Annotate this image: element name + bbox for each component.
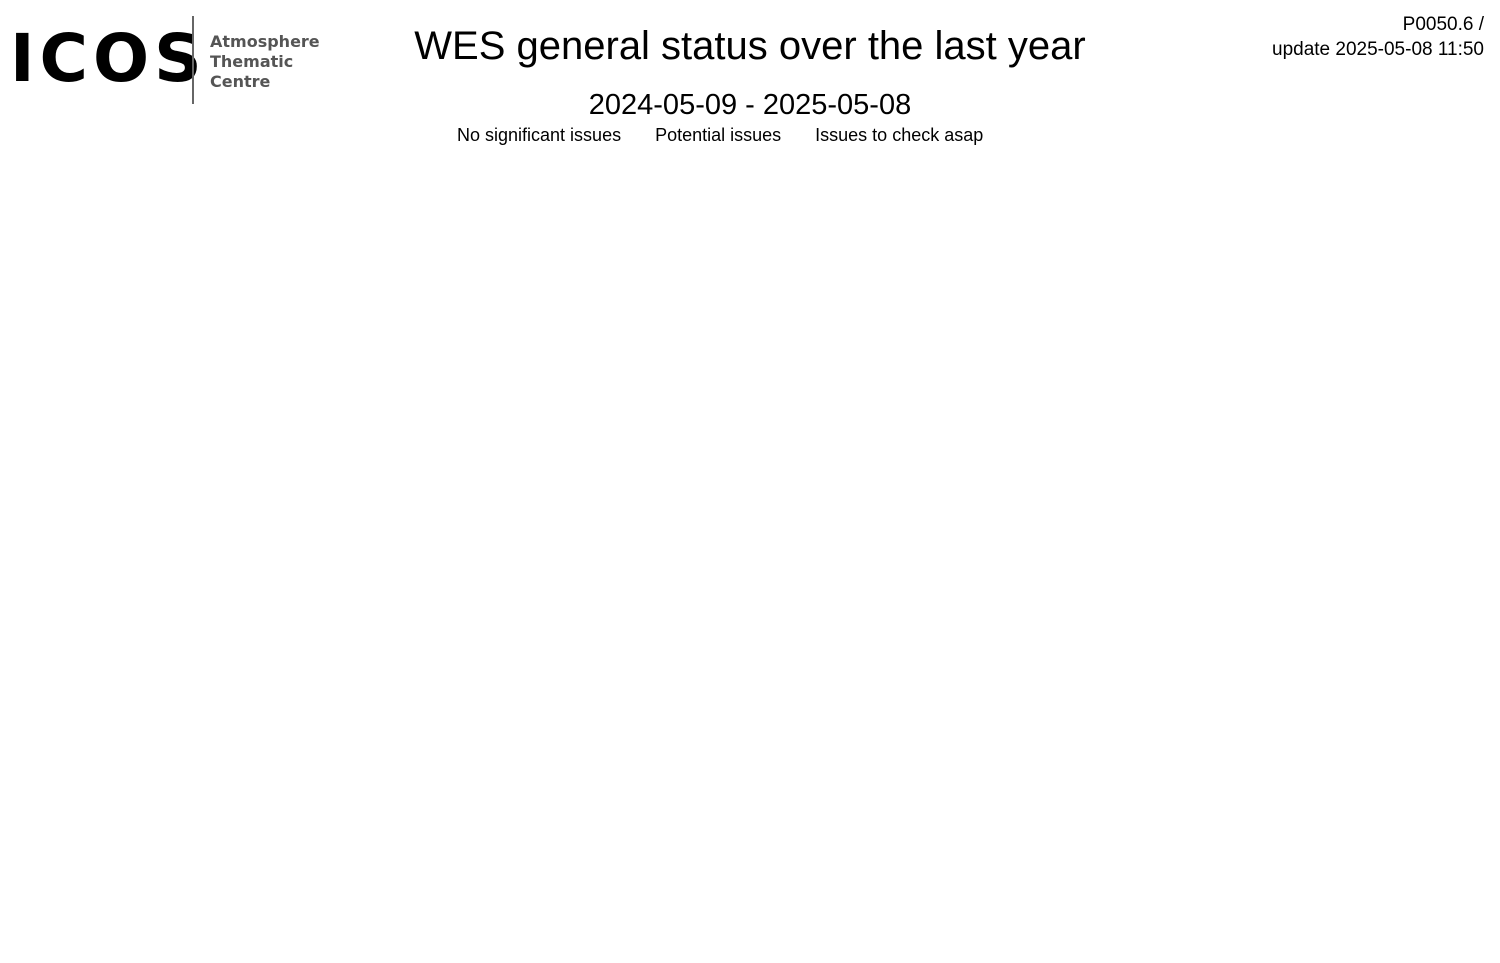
legend-label-potential: Potential issues — [655, 124, 782, 145]
legend-label-asap: Issues to check asap — [815, 124, 984, 145]
logo-line-3: Centre — [210, 72, 271, 91]
logo-wordmark: ICOS — [10, 20, 207, 97]
logo-line-1: Atmosphere — [210, 32, 320, 51]
legend-item-asap: Issues to check asap — [786, 122, 983, 148]
update-timestamp: update 2025-05-08 11:50 — [1272, 39, 1484, 60]
legend: No significant issues Potential issues I… — [428, 121, 988, 149]
icos-logo: ICOS Atmosphere Thematic Centre — [10, 14, 340, 106]
page-code: P0050.6 / — [1402, 14, 1484, 35]
update-info: P0050.6 / update 2025-05-08 11:50 — [1272, 12, 1484, 62]
logo-line-2: Thematic — [210, 52, 294, 71]
legend-item-potential: Potential issues — [626, 122, 781, 148]
chart-title: WES general status over the last year — [414, 24, 1086, 68]
logo-subtitle: Atmosphere Thematic Centre — [210, 32, 320, 92]
legend-label-ok: No significant issues — [457, 124, 622, 145]
legend-item-ok: No significant issues — [428, 122, 621, 148]
logo-divider — [192, 16, 194, 104]
chart-date-range: 2024-05-09 - 2025-05-08 — [588, 89, 912, 121]
